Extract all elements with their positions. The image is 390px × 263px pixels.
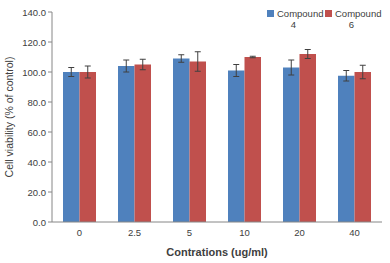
x-tick-label: 2.5 [128,227,141,238]
error-bar [178,55,184,63]
x-axis [52,222,382,223]
bar [80,72,97,222]
error-bar [68,68,74,77]
y-axis [52,12,53,222]
y-tick [48,132,52,133]
legend-line: 4 [288,19,296,30]
bar [245,57,262,222]
error-bar [250,56,256,58]
x-tick-label: 5 [187,227,192,238]
error-bar [195,52,201,72]
y-tick [48,222,52,223]
y-tick-label: 80.0 [28,97,47,108]
y-tick-label: 0.0 [33,217,46,228]
bar [338,76,355,222]
x-tick-label: 40 [349,227,360,238]
bar [300,54,317,222]
y-tick-label: 100.0 [22,67,46,78]
y-axis-title: Cell viability (% of control) [3,57,15,178]
x-axis-title: Contrations (ug/ml) [166,246,268,258]
legend-swatch [267,10,274,17]
chart: 0.0 20.0 40.0 60.0 80.0 100.0 120.0 140.0 0 2.5 5 1… [0,0,390,263]
legend-line: Compound [277,8,323,19]
y-tick-label: 140.0 [22,7,46,18]
y-tick-label: 120.0 [22,37,46,48]
bar [228,71,245,223]
bar [118,66,135,222]
legend-label: Compound 4 [277,8,323,30]
x-tick-label: 20 [294,227,305,238]
y-tick [48,162,52,163]
legend-swatch [325,10,332,17]
y-tick-label: 40.0 [28,157,47,168]
y-tick [48,72,52,73]
bar [190,62,207,223]
legend-label: Compound 6 [335,8,381,30]
error-bar [360,65,366,79]
error-bar [123,60,129,72]
error-bar [140,59,146,70]
error-bar [233,65,239,77]
y-tick-label: 20.0 [28,187,47,198]
bar [63,72,80,222]
legend-line: 6 [346,19,354,30]
bar [283,68,300,223]
bar [355,72,372,222]
y-tick [48,102,52,103]
legend-line: Compound [335,8,381,19]
bar [173,59,190,223]
y-tick [48,42,52,43]
y-tick [48,12,52,13]
bars [63,50,371,223]
error-bar [288,60,294,75]
bar [135,65,152,223]
error-bar [305,50,311,59]
error-bar [85,66,91,78]
error-bar [343,71,349,82]
y-tick-label: 60.0 [28,127,47,138]
y-tick [48,192,52,193]
x-tick-label: 0 [77,227,82,238]
x-tick-label: 10 [239,227,250,238]
